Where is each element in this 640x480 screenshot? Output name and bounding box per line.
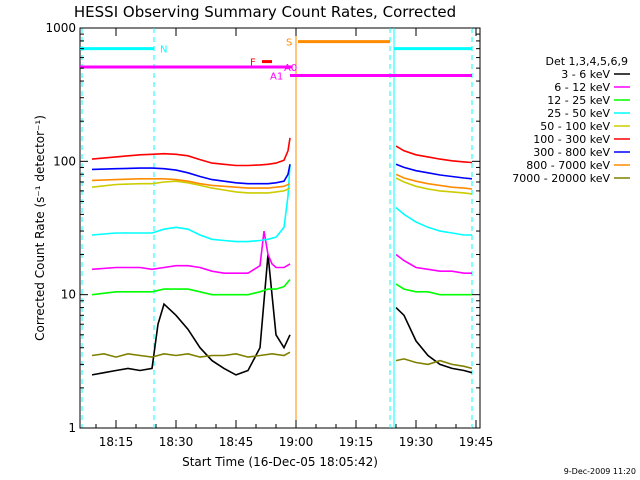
flag-label-A1: A1	[270, 72, 283, 83]
series-line-0-post-gap	[395, 307, 473, 374]
x-tick-label-6: 19:45	[459, 435, 494, 449]
legend-entry-7: 800 - 7000 keV	[526, 159, 610, 172]
series-line-8-post-gap	[395, 358, 473, 370]
x-tick-label-4: 19:15	[339, 435, 374, 449]
series-line-4-pre-gap	[91, 180, 291, 194]
x-axis-label: Start Time (16-Dec-05 18:05:42)	[182, 455, 378, 469]
series-line-1-pre-gap	[91, 230, 291, 275]
x-tick-label-0: 18:15	[99, 435, 134, 449]
legend-entry-3: 25 - 50 keV	[547, 107, 610, 120]
y-tick-label-2: 100	[53, 154, 76, 168]
axis-ticks: 18:15 18:30 18:45 19:00 19:15 19:30 19:45 1 10 10…	[45, 21, 493, 449]
plot-frame	[79, 27, 481, 429]
legend-entry-5: 100 - 300 keV	[533, 133, 610, 146]
x-tick-label-1: 18:30	[159, 435, 194, 449]
y-tick-label-0: 1	[68, 421, 76, 435]
series-line-2-post-gap	[395, 283, 472, 296]
y-axis-label: Corrected Count Rate (s⁻¹ detector⁻¹)	[33, 115, 47, 341]
vertical-markers	[81, 28, 473, 428]
chart-title: HESSI Observing Summary Count Rates, Cor…	[74, 3, 456, 21]
series-line-3-pre-gap	[91, 164, 291, 243]
series-line-0-pre-gap	[91, 254, 291, 376]
legend-entry-2: 12 - 25 keV	[547, 94, 610, 107]
x-tick-label-3: 19:00	[279, 435, 314, 449]
legend-entry-8: 7000 - 20000 keV	[512, 172, 610, 185]
legend-entry-6: 300 - 800 keV	[533, 146, 610, 159]
flag-label-F: F	[250, 58, 256, 69]
series-line-1-post-gap	[395, 253, 472, 275]
flag-label-N: N	[160, 45, 167, 56]
series-line-5-post-gap	[395, 145, 473, 164]
y-tick-label-3: 1000	[45, 21, 76, 35]
series-line-3-post-gap	[395, 206, 472, 236]
legend-entry-1: 6 - 12 keV	[554, 81, 610, 94]
flag-label-A0: A0	[284, 63, 297, 74]
series-line-8-pre-gap	[91, 351, 291, 358]
series-line-6-pre-gap	[91, 164, 291, 185]
series-line-7-pre-gap	[91, 178, 291, 189]
legend-entry-4: 50 - 100 keV	[540, 120, 610, 133]
legend-title: Det 1,3,4,5,6,9	[545, 55, 628, 68]
series-line-2-pre-gap	[91, 278, 291, 296]
series-layer	[91, 137, 473, 376]
flag-label-S: S	[286, 38, 292, 49]
series-line-7-post-gap	[395, 173, 473, 190]
series-line-4-post-gap	[395, 177, 473, 195]
legend-entry-0: 3 - 6 keV	[561, 68, 610, 81]
x-tick-label-5: 19:30	[399, 435, 434, 449]
series-line-5-pre-gap	[91, 137, 291, 167]
y-tick-label-1: 10	[61, 288, 76, 302]
footer-timestamp: 9-Dec-2009 11:20	[564, 467, 636, 476]
x-tick-label-2: 18:45	[219, 435, 254, 449]
series-line-6-post-gap	[395, 163, 473, 180]
